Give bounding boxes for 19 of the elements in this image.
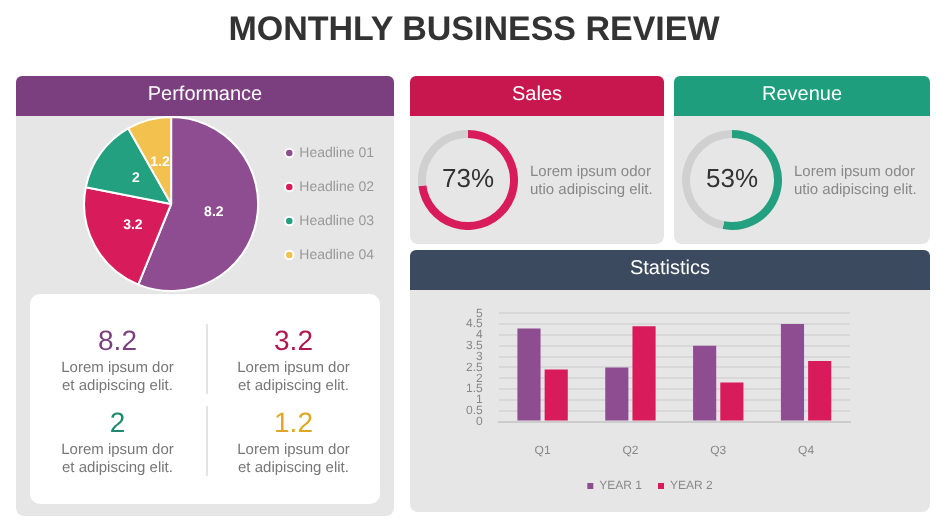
chart-title: Statistics [410, 250, 930, 290]
bar [808, 360, 832, 421]
chart-title: Revenue [674, 76, 930, 116]
bar [605, 367, 629, 421]
bar [693, 345, 717, 421]
bar [780, 324, 805, 421]
bar [632, 326, 656, 421]
text: 2 [107, 405, 128, 437]
text: MONTHLY BUSINESS REVIEW [226, 8, 722, 52]
bar [517, 328, 541, 421]
text: 8.2 [96, 323, 139, 355]
text: 1.2 [272, 405, 315, 437]
bar [720, 382, 744, 421]
data-label: 53% [705, 163, 759, 194]
chart-title: Sales [410, 76, 664, 116]
bar [544, 369, 568, 421]
text: 3.2 [272, 323, 315, 355]
data-label: 73% [441, 163, 495, 194]
chart-title: Performance [16, 76, 394, 116]
